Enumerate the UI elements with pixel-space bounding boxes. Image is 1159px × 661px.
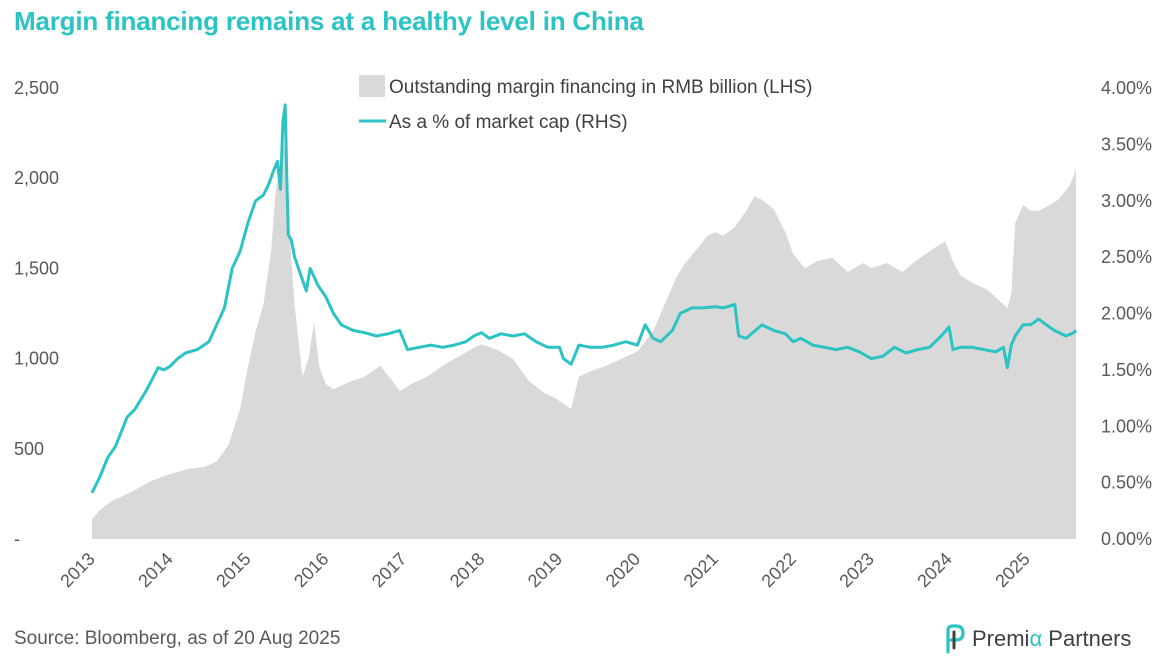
x-tick-label: 2023 (835, 549, 877, 591)
source-note: Source: Bloomberg, as of 20 Aug 2025 (14, 628, 341, 649)
left-tick-label: 2,000 (14, 168, 59, 188)
right-tick-label: 1.50% (1101, 360, 1152, 380)
right-tick-label: 3.50% (1101, 134, 1152, 154)
margin-financing-area (92, 142, 1076, 539)
left-tick-label: 1,500 (14, 258, 59, 278)
left-tick-label: 2,500 (14, 78, 59, 98)
brand-logo: Premiα Partners (942, 624, 1131, 654)
x-tick-label: 2025 (991, 549, 1033, 591)
right-tick-label: 0.50% (1101, 473, 1152, 493)
legend-area-swatch (359, 75, 385, 97)
x-tick-label: 2024 (913, 549, 955, 591)
premia-logo-icon (946, 624, 965, 654)
brand-alpha: α (1029, 626, 1043, 651)
legend: Outstanding margin financing in RMB bill… (359, 75, 812, 133)
x-tick-label: 2015 (212, 549, 254, 591)
x-tick-label: 2019 (524, 549, 566, 591)
right-tick-label: 1.00% (1101, 416, 1152, 436)
legend-area-label: Outstanding margin financing in RMB bill… (389, 77, 812, 98)
left-tick-label: - (14, 529, 20, 549)
legend-line-label: As a % of market cap (RHS) (389, 112, 628, 133)
x-tick-label: 2013 (56, 549, 98, 591)
right-axis-ticks: 0.00% 0.50% 1.00% 1.50% 2.00% 2.50% 3.00% 3.50%… (1101, 78, 1152, 549)
right-tick-label: 4.00% (1101, 78, 1152, 98)
market-cap-pct-line (90, 103, 1078, 494)
area-layer (92, 142, 1076, 539)
x-tick-label: 2016 (290, 549, 332, 591)
left-tick-label: 1,000 (14, 349, 59, 369)
left-tick-label: 500 (14, 439, 44, 459)
left-axis-ticks: - 500 1,000 1,500 2,000 2,500 (14, 78, 59, 549)
line-layer (90, 103, 1078, 494)
right-tick-label: 0.00% (1101, 529, 1152, 549)
brand-name: Premiα Partners (972, 626, 1132, 651)
x-axis-ticks: 2013 2014 2015 2016 2017 2018 2019 2020 2021 2022… (56, 549, 1033, 591)
right-tick-label: 2.00% (1101, 304, 1152, 324)
chart-title: Margin financing remains at a healthy le… (14, 6, 644, 36)
x-tick-label: 2017 (368, 549, 410, 591)
x-tick-label: 2020 (602, 549, 644, 591)
x-tick-label: 2021 (680, 549, 722, 591)
x-tick-label: 2014 (134, 549, 176, 591)
x-tick-label: 2022 (758, 549, 800, 591)
right-tick-label: 3.00% (1101, 191, 1152, 211)
right-tick-label: 2.50% (1101, 247, 1152, 267)
x-tick-label: 2018 (446, 549, 488, 591)
